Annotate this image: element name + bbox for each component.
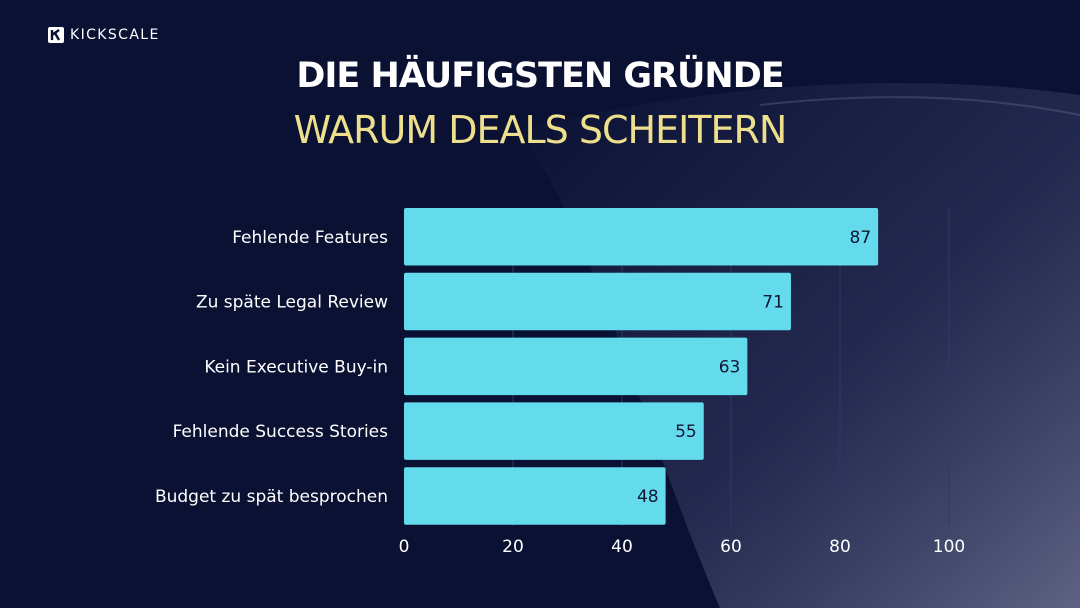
x-tick-label: 100: [933, 537, 965, 557]
x-tick-label: 0: [399, 537, 410, 557]
bar: [404, 208, 879, 266]
category-label: Kein Executive Buy-in: [204, 357, 388, 377]
data-label: 63: [719, 357, 741, 377]
bar: [404, 402, 704, 460]
category-label: Fehlende Success Stories: [173, 422, 389, 442]
bar: [404, 337, 748, 396]
category-labels: Fehlende Features Zu späte Legal Review Ke…: [155, 228, 388, 507]
data-label: 71: [762, 293, 784, 313]
bar: [404, 272, 791, 331]
brand-logo: KICKSCALE: [48, 25, 160, 45]
brand-name: KICKSCALE: [70, 27, 160, 43]
x-axis-ticks: 0 20 40 60 80 100: [399, 537, 966, 557]
kickscale-logo-icon: [48, 27, 64, 43]
data-label: 55: [675, 422, 697, 442]
background-swoosh: [759, 96, 1080, 116]
category-label: Fehlende Features: [232, 228, 388, 248]
x-tick-label: 40: [611, 537, 633, 557]
data-label: 48: [637, 487, 659, 507]
chart-title: DIE HÄUFIGSTEN GRÜNDE: [296, 56, 784, 96]
category-label: Zu späte Legal Review: [196, 293, 388, 313]
bar: [404, 467, 666, 525]
x-tick-label: 80: [829, 537, 851, 557]
data-label: 87: [850, 228, 872, 248]
x-tick-label: 20: [502, 537, 524, 557]
category-label: Budget zu spät besprochen: [155, 487, 388, 507]
x-tick-label: 60: [720, 537, 742, 557]
bars: 87 71 63 55 48: [404, 208, 879, 525]
chart-subtitle: WARUM DEALS SCHEITERN: [293, 108, 788, 152]
